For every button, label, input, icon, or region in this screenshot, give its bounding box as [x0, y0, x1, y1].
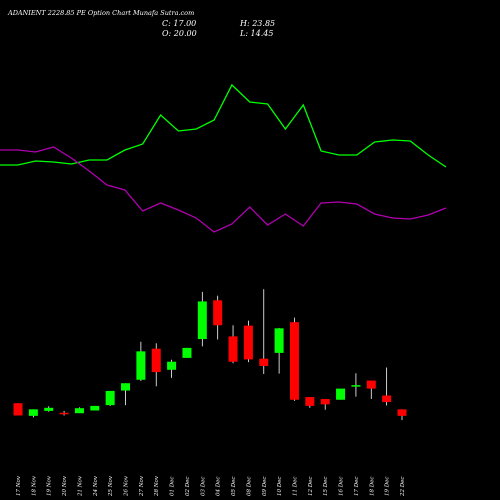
candle-body-up [136, 351, 146, 380]
candle-body-up [121, 383, 131, 391]
candle [167, 359, 177, 378]
close-value: C: 17.00 [162, 19, 197, 28]
candle-body-down [13, 403, 23, 416]
candle [320, 398, 330, 410]
x-tick-label: 05 Dec [231, 477, 237, 497]
candle [305, 397, 315, 408]
x-tick-label: 19 Nov [47, 475, 53, 496]
x-tick-label: 03 Dec [200, 477, 206, 497]
candle-body-down [366, 380, 376, 389]
candle [366, 380, 376, 399]
candle [351, 373, 361, 397]
x-tick-label: 22 Dec [400, 477, 406, 498]
x-tick-label: 24 Nov [93, 475, 99, 497]
candle [136, 341, 146, 381]
open-value: O: 20.00 [162, 29, 197, 38]
candle [259, 289, 269, 375]
x-tick-label: 25 Nov [108, 475, 114, 497]
high-value: H: 23.85 [240, 19, 276, 28]
candle-body-up [274, 328, 284, 353]
x-tick-label: 15 Dec [323, 477, 329, 497]
candle [274, 327, 284, 374]
candle [151, 343, 161, 387]
candle-body-up [351, 385, 361, 387]
candle-body-up [105, 390, 115, 406]
low-value: L: 14.45 [240, 29, 274, 38]
candle-body-down [382, 395, 392, 403]
candle-body-down [289, 322, 299, 400]
x-tick-label: 11 Dec [292, 477, 298, 497]
x-tick-label: 19 Dec [385, 477, 391, 497]
candle-body-up [74, 408, 84, 414]
x-tick-label: 20 Nov [62, 475, 68, 497]
x-tick-label: 02 Dec [185, 477, 191, 497]
x-axis-labels: 17 Nov 18 Nov 19 Nov 20 Nov 21 Nov 24 Nov 25 N… [16, 475, 406, 497]
x-tick-label: 18 Dec [369, 477, 375, 497]
candle-body-up [44, 407, 54, 411]
x-tick-label: 17 Dec [354, 477, 360, 497]
candle [336, 388, 346, 400]
x-tick-label: 16 Dec [339, 477, 345, 497]
candle-body-up [336, 388, 346, 400]
x-tick-label: 09 Dec [262, 477, 268, 497]
x-tick-label: 12 Dec [308, 477, 314, 497]
candle [182, 347, 192, 358]
magenta-indicator-line [0, 146, 447, 233]
x-tick-label: 17 Nov [16, 475, 22, 496]
candle-body-down [59, 412, 69, 415]
candle-body-down [213, 300, 223, 326]
x-tick-label: 08 Dec [246, 477, 252, 497]
candle-body-down [320, 398, 330, 405]
x-tick-label: 27 Nov [139, 475, 145, 497]
indicator-lines [0, 83, 447, 233]
candle-body-down [305, 397, 315, 406]
candle [197, 291, 207, 347]
x-tick-label: 18 Nov [31, 475, 37, 496]
candle-body-down [151, 348, 161, 373]
x-tick-label: 28 Nov [154, 475, 160, 497]
candle [213, 295, 223, 340]
candle [74, 407, 84, 414]
candle-body-up [167, 361, 177, 370]
candle [397, 409, 407, 421]
candle-body-up [182, 347, 192, 358]
candle [13, 403, 23, 416]
x-tick-label: 26 Nov [124, 475, 130, 497]
candle [44, 406, 54, 412]
green-indicator-line [0, 83, 447, 168]
candle [90, 405, 100, 411]
x-tick-label: 01 Dec [170, 477, 176, 497]
candle-body-up [90, 405, 100, 411]
candle-body-up [28, 409, 38, 416]
candle-body-down [397, 409, 407, 416]
candle [105, 390, 115, 406]
x-tick-label: 10 Dec [277, 477, 283, 497]
candle-body-up [197, 301, 207, 340]
chart-title: ADANIENT 2228.85 PE Option Chart Munafa … [8, 9, 195, 17]
x-tick-label: 21 Nov [77, 475, 83, 497]
candle [59, 410, 69, 416]
candle [289, 317, 299, 401]
candle [382, 367, 392, 406]
candle-body-down [243, 325, 253, 360]
candle [28, 409, 38, 418]
candle-body-down [259, 358, 269, 366]
candle-body-down [228, 336, 238, 362]
candle [243, 320, 253, 363]
candle [121, 383, 131, 406]
candle [228, 325, 238, 364]
candles [13, 289, 407, 421]
x-tick-label: 04 Dec [216, 477, 222, 497]
